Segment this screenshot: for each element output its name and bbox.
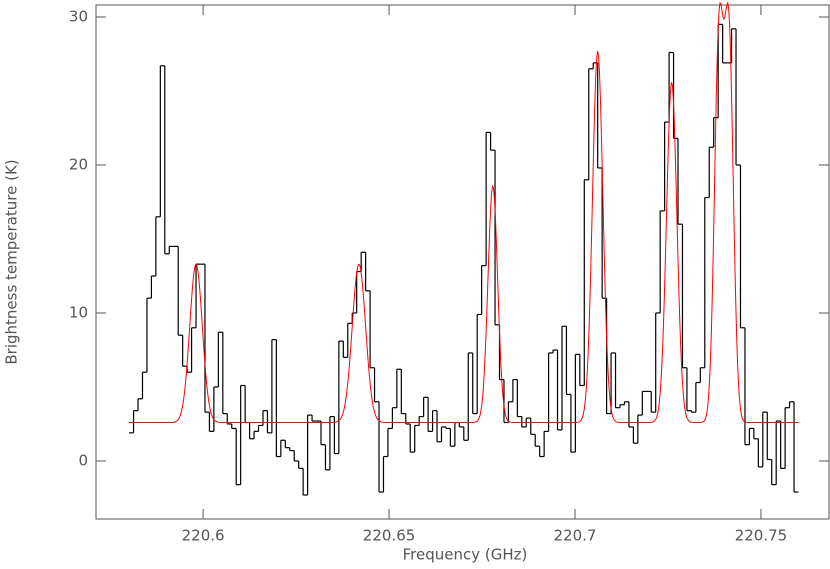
y-tick-label: 30 <box>69 7 88 25</box>
y-tick-label: 0 <box>78 451 88 469</box>
y-tick-label: 20 <box>69 155 88 173</box>
plot-frame <box>95 4 830 520</box>
y-tick-label: 10 <box>69 303 88 321</box>
x-axis-label: Frequency (GHz) <box>403 546 528 564</box>
y-axis-label: Brightness temperature (K) <box>3 159 21 364</box>
x-tick-label: 220.75 <box>735 527 788 545</box>
x-tick-label: 220.65 <box>363 527 416 545</box>
x-tick-label: 220.6 <box>182 527 225 545</box>
fit-curve <box>129 1 799 423</box>
x-tick-label: 220.7 <box>554 527 597 545</box>
